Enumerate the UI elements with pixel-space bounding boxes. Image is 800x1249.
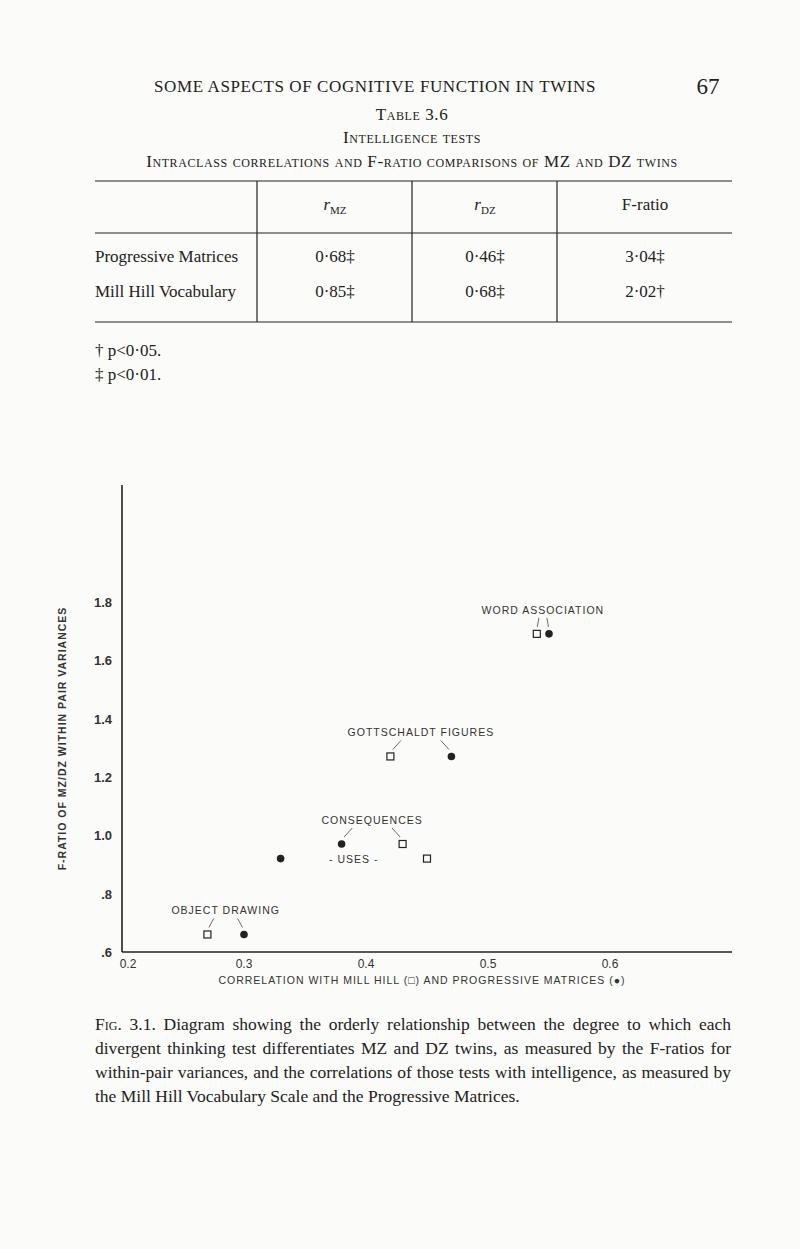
y-tick-label: 1.2: [94, 770, 112, 785]
y-axis: [121, 485, 123, 952]
y-axis-label: F-RATIO OF MZ/DZ WITHIN PAIR VARIANCES: [56, 607, 68, 871]
point-square: [387, 753, 394, 760]
point-label: - USES -: [329, 853, 378, 865]
point-square: [204, 931, 211, 938]
x-tick-label: 0.5: [480, 957, 497, 971]
table-column-rule: [556, 181, 557, 322]
point-label: OBJECT DRAWING: [171, 904, 280, 916]
label-leader: [392, 828, 400, 837]
y-tick-label: 1.0: [94, 828, 112, 843]
table-column-header: rDZ: [474, 195, 496, 216]
caption: Fig. 3.1. Diagram showing the orderly re…: [95, 1012, 731, 1108]
y-tick-label: .6: [101, 945, 112, 960]
point-square: [399, 841, 406, 848]
table-rule: [95, 232, 732, 233]
label-leader: [537, 618, 539, 627]
label-leader: [238, 918, 243, 927]
point-circle: [545, 630, 553, 638]
point-circle: [338, 840, 346, 848]
x-tick-label: 0.6: [602, 957, 619, 971]
y-tick-label: 1.8: [94, 595, 112, 610]
table-cell: 0·85‡: [315, 282, 355, 301]
page-number: 67: [697, 74, 720, 99]
label-leader: [344, 828, 352, 837]
point-label: GOTTSCHALDT FIGURES: [348, 726, 495, 738]
running-header: SOME ASPECTS OF COGNITIVE FUNCTION IN TW…: [154, 77, 596, 96]
label-leader: [441, 740, 449, 749]
header-subscript: DZ: [481, 204, 496, 216]
y-tick-label: 1.6: [94, 653, 112, 668]
table-cell: 0·68‡: [465, 282, 505, 301]
points: [204, 630, 553, 938]
table-label: Table 3.6: [376, 105, 449, 124]
table-cell: Mill Hill Vocabulary: [95, 282, 237, 301]
point-circle: [277, 855, 285, 863]
point-label: WORD ASSOCIATION: [482, 604, 605, 616]
point-square: [533, 630, 540, 637]
y-tick-label: 1.4: [94, 712, 113, 727]
point-circle: [448, 753, 456, 761]
x-tick-label: 0.4: [358, 957, 375, 971]
x-tick-label: 0.2: [120, 957, 137, 971]
caption-text: Diagram showing the orderly relationship…: [95, 1014, 731, 1106]
y-tick-label: .8: [101, 887, 112, 902]
table-column-header: rMZ: [323, 195, 346, 216]
point-square: [424, 855, 431, 862]
table-rule: [95, 321, 732, 322]
table-subtitle: Intraclass correlations and F-ratio comp…: [146, 152, 678, 171]
table-cell: 0·46‡: [465, 247, 505, 266]
table-cell: Progressive Matrices: [95, 247, 238, 266]
point-circle: [240, 931, 248, 939]
label-leader: [547, 618, 549, 627]
x-axis: [122, 951, 732, 953]
x-axis-label: CORRELATION WITH MILL HILL (□) AND PROGR…: [218, 974, 625, 986]
table-cell: 2·02†: [625, 282, 665, 301]
page: SOME ASPECTS OF COGNITIVE FUNCTION IN TW…: [0, 0, 800, 1249]
label-leader: [393, 740, 401, 749]
table-rule: [95, 180, 732, 181]
header-subscript: MZ: [330, 204, 347, 216]
table-footnote: † p<0·05.: [95, 341, 161, 360]
table-title: Intelligence tests: [343, 128, 481, 147]
table-column-rule: [411, 181, 412, 322]
annotations: WORD ASSOCIATION GOTTSCHALDT FIGURES CONSE…: [171, 604, 604, 928]
point-label: CONSEQUENCES: [321, 814, 422, 826]
chart: .6 .8 1.0 1.2 1.4 1.6 1.8 0.2 0.3 0.4 0.5 0.6 CORREL…: [56, 485, 732, 986]
label-leader: [209, 918, 214, 927]
table-cell: 0·68‡: [315, 247, 355, 266]
table-column-rule: [256, 181, 257, 322]
table-cell: 3·04‡: [625, 247, 665, 266]
table-column-header: F-ratio: [622, 195, 668, 214]
x-tick-label: 0.3: [236, 957, 253, 971]
caption-label: Fig. 3.1.: [95, 1014, 156, 1034]
table-footnote: ‡ p<0·01.: [95, 365, 161, 384]
